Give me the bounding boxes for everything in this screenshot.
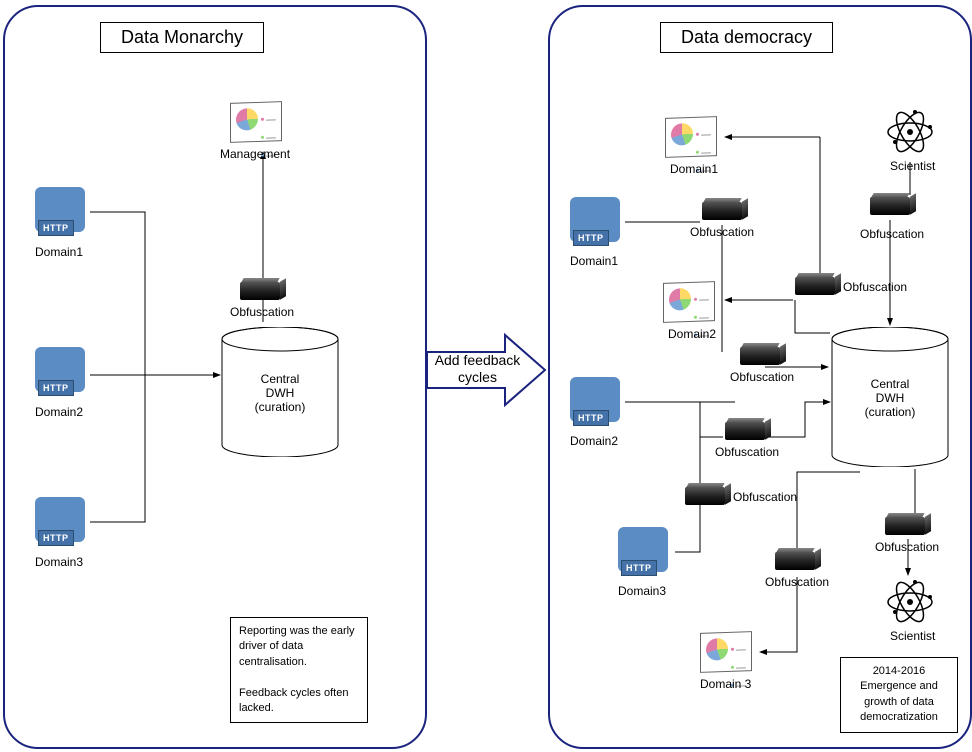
label-obf-r5: Obfuscation: [733, 490, 797, 504]
label-d1r: Domain1: [570, 254, 618, 268]
obfusc-r2: [795, 277, 837, 299]
http-domain3-right: HTTP: [618, 527, 673, 577]
panel-title-monarchy: Data Monarchy: [100, 22, 264, 53]
label-obf-r6: Obfuscation: [765, 575, 829, 589]
label-obf-r8: Obfuscation: [875, 540, 939, 554]
cyl-r-l1: Central: [871, 377, 910, 391]
cyl-label-left: Central DWH (curation): [220, 372, 340, 414]
obfusc-r4: [725, 422, 767, 444]
panel-monarchy: Data Monarchy HTTP Domain1 HTTP Domain: [3, 5, 427, 749]
scientist-bottom-icon: [885, 577, 935, 627]
note-right-t1: 2014-2016 Emergence and growth of data d…: [849, 664, 949, 726]
dashboard-d2: [663, 282, 718, 327]
cyl-r-l3: (curation): [865, 405, 916, 419]
obfusc-r3: [740, 347, 782, 369]
arrow-l2: cycles: [458, 369, 497, 385]
panel-democracy: Data democracy: [548, 5, 972, 749]
cylinder-left: Central DWH (curation): [220, 327, 340, 457]
obfusc-r6: [775, 552, 817, 574]
label-obf-r7: Obfuscation: [860, 227, 924, 241]
label-domain3-left: Domain3: [35, 555, 83, 569]
label-obf-r4: Obfuscation: [715, 445, 779, 459]
http-domain1-right: HTTP: [570, 197, 625, 247]
obfuscation-left: [240, 282, 282, 304]
label-d3r: Domain3: [618, 584, 666, 598]
obfusc-r7: [870, 197, 912, 219]
cyl-l2-left: DWH: [266, 386, 295, 400]
dashboard-d1: [665, 117, 720, 162]
label-obf-r1: Obfuscation: [690, 225, 754, 239]
label-domain2-left: Domain2: [35, 405, 83, 419]
scientist-top-icon: [885, 107, 935, 157]
http-domain1-left: HTTP: [35, 187, 90, 237]
http-domain2-right: HTTP: [570, 377, 625, 427]
label-management: Management: [220, 147, 290, 161]
obfusc-r1: [702, 202, 744, 224]
note-left: Reporting was the early driver of data c…: [230, 617, 368, 723]
dashboard-management: [230, 102, 285, 147]
note-left-t2: Feedback cycles often lacked.: [239, 686, 359, 717]
panel-title-democracy: Data democracy: [660, 22, 833, 53]
label-obf-r2: Obfuscation: [843, 280, 907, 294]
note-right: 2014-2016 Emergence and growth of data d…: [840, 657, 958, 733]
dashboard-d3: [700, 632, 755, 677]
label-dash-d3: Domain 3: [700, 677, 751, 691]
label-dash-d2: Domain2: [668, 327, 716, 341]
label-dash-d1: Domain1: [670, 162, 718, 176]
note-left-t1: Reporting was the early driver of data c…: [239, 624, 359, 670]
center-arrow-label: Add feedback cycles: [430, 352, 525, 386]
arrow-l1: Add feedback: [435, 352, 521, 368]
obfusc-r8: [885, 517, 927, 539]
label-obfuscation-left: Obfuscation: [230, 305, 294, 319]
cyl-l1-left: Central: [261, 372, 300, 386]
diagram-canvas: Data Monarchy HTTP Domain1 HTTP Domain: [0, 0, 972, 752]
obfusc-r5: [685, 487, 727, 509]
cyl-l3-left: (curation): [255, 400, 306, 414]
label-d2r: Domain2: [570, 434, 618, 448]
label-scientist-bottom: Scientist: [890, 629, 935, 643]
cylinder-right: Central DWH (curation): [830, 327, 950, 467]
label-obf-r3: Obfuscation: [730, 370, 794, 384]
http-domain2-left: HTTP: [35, 347, 90, 397]
cyl-r-l2: DWH: [876, 391, 905, 405]
label-scientist-top: Scientist: [890, 159, 935, 173]
http-domain3-left: HTTP: [35, 497, 90, 547]
cyl-label-right: Central DWH (curation): [830, 377, 950, 419]
label-domain1-left: Domain1: [35, 245, 83, 259]
